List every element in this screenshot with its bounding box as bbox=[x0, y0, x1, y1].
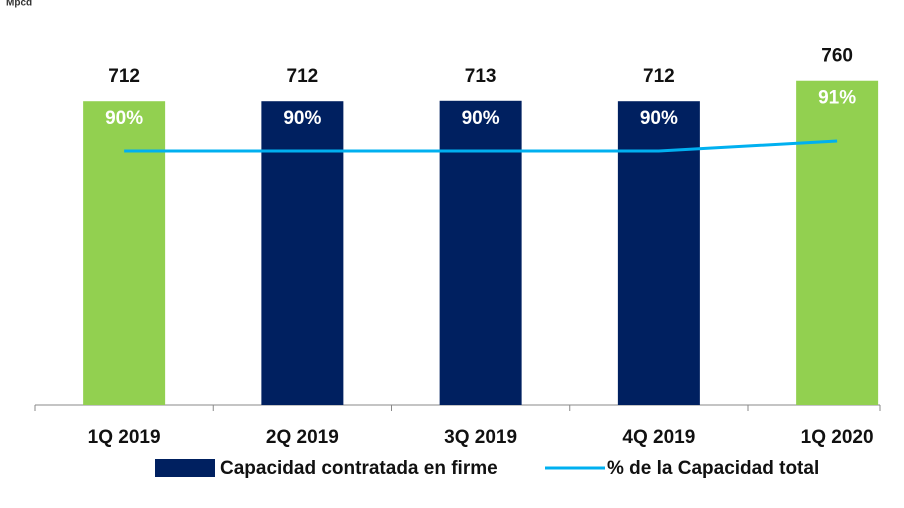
bar-value-label: 712 bbox=[643, 66, 675, 87]
legend-label: % de la Capacidad total bbox=[607, 458, 819, 479]
line-value-label: 90% bbox=[462, 108, 500, 129]
line-value-label: 90% bbox=[105, 108, 143, 129]
x-tick-label: 1Q 2019 bbox=[88, 427, 161, 448]
line-value-label: 91% bbox=[818, 88, 856, 109]
x-tick-label: 1Q 2020 bbox=[801, 427, 874, 448]
bar-value-label: 712 bbox=[108, 66, 140, 87]
y-axis-unit: Mpcd bbox=[6, 0, 32, 9]
x-tick-label: 4Q 2019 bbox=[622, 427, 695, 448]
bar-value-label: 760 bbox=[821, 46, 853, 67]
legend-label: Capacidad contratada en firme bbox=[220, 458, 498, 479]
bar-value-label: 712 bbox=[287, 66, 319, 87]
bar-value-label: 713 bbox=[465, 66, 497, 87]
legend-swatch bbox=[155, 459, 215, 477]
bar bbox=[261, 101, 344, 406]
bar bbox=[83, 101, 166, 406]
bar bbox=[617, 101, 700, 406]
x-tick-label: 3Q 2019 bbox=[444, 427, 517, 448]
line-value-label: 90% bbox=[640, 108, 678, 129]
bar bbox=[796, 80, 879, 405]
line-value-label: 90% bbox=[283, 108, 321, 129]
x-tick-label: 2Q 2019 bbox=[266, 427, 339, 448]
line bbox=[124, 139, 838, 153]
bar bbox=[439, 100, 522, 405]
